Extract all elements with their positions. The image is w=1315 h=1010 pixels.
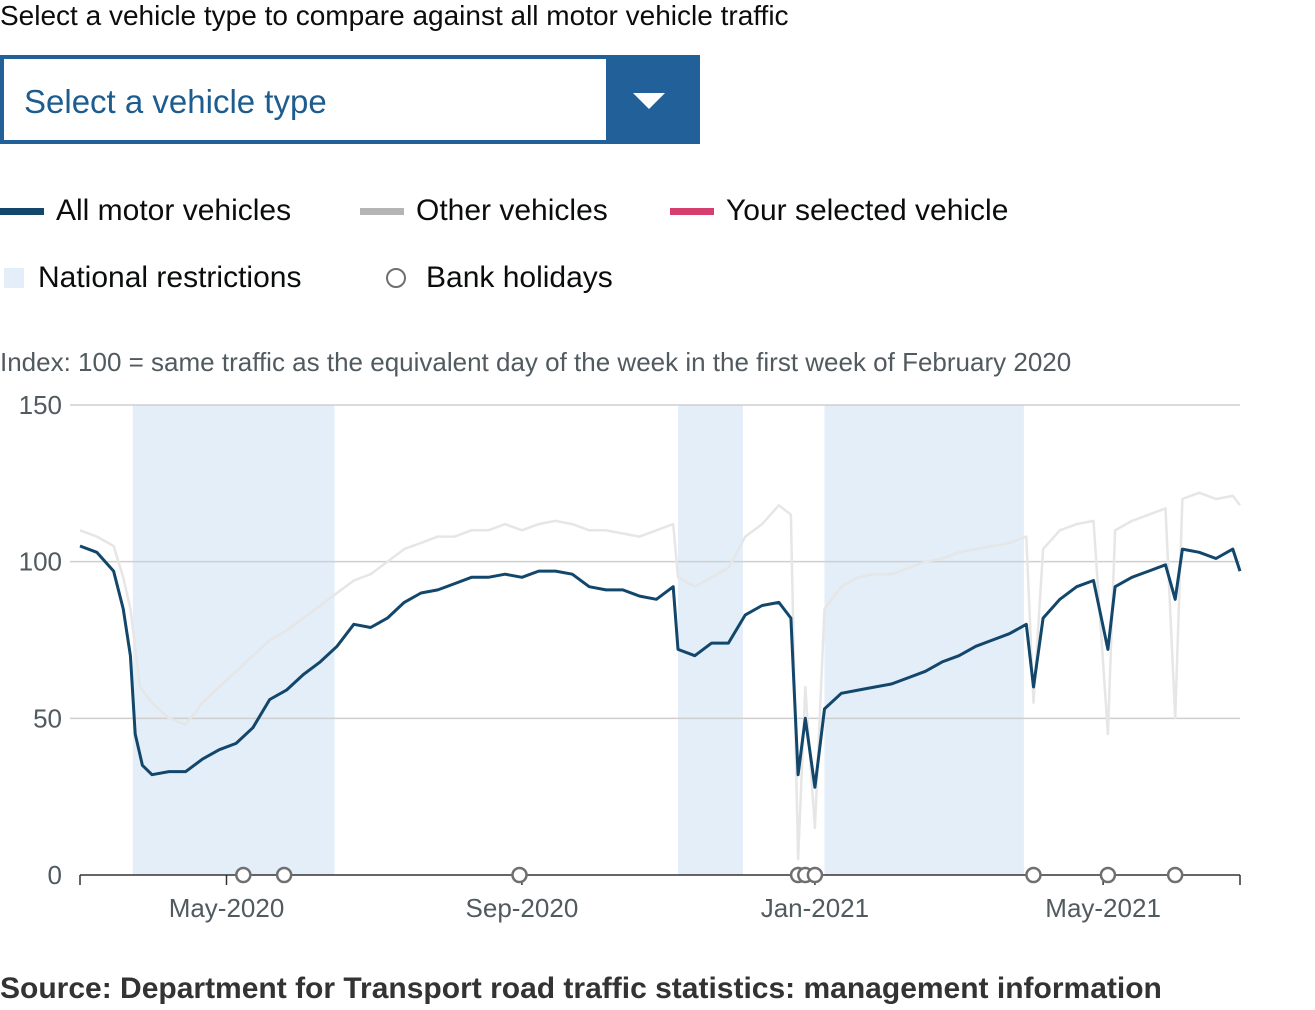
bank-holiday-marker-1 bbox=[235, 866, 252, 884]
bank-holiday-marker-7 bbox=[1025, 866, 1042, 884]
restriction-band-2 bbox=[678, 405, 743, 875]
legend-label: Your selected vehicle bbox=[726, 194, 1009, 227]
bank-holiday-marker-2 bbox=[275, 866, 293, 884]
line-swatch-icon bbox=[0, 207, 44, 215]
bank-holiday-marker-9 bbox=[1166, 866, 1184, 884]
dropdown-button[interactable] bbox=[606, 59, 696, 140]
source-note: Source: Department for Transport road tr… bbox=[0, 972, 1162, 1005]
x-tick-label-Jan-2021: Jan-2021 bbox=[761, 893, 869, 923]
circle-marker-icon bbox=[386, 268, 406, 288]
legend-item-selected-vehicle[interactable]: Your selected vehicle bbox=[670, 193, 1008, 229]
bank-holiday-marker-6 bbox=[806, 866, 824, 884]
x-tick-label-May-2021: May-2021 bbox=[1045, 893, 1161, 923]
vehicle-type-select[interactable]: Select a vehicle type bbox=[0, 55, 700, 144]
legend-label: All motor vehicles bbox=[56, 194, 292, 227]
x-tick-label-Sep-2020: Sep-2020 bbox=[466, 893, 579, 923]
line-swatch-icon bbox=[670, 207, 714, 215]
y-axis-title: Index: 100 = same traffic as the equival… bbox=[0, 347, 1072, 377]
legend-item-other-vehicles[interactable]: Other vehicles bbox=[360, 193, 608, 229]
restriction-band-1 bbox=[132, 405, 335, 875]
line-swatch-icon bbox=[360, 207, 404, 215]
series-line-all-motor-vehicles bbox=[79, 544, 1242, 789]
series-line-other-vehicles bbox=[79, 491, 1241, 861]
x-tick-label-May-2020: May-2020 bbox=[169, 893, 285, 923]
shaded-box-icon bbox=[4, 268, 24, 288]
y-tick-label-100: 100 bbox=[19, 547, 62, 577]
legend-label: National restrictions bbox=[38, 261, 302, 294]
y-tick-label-150: 150 bbox=[19, 390, 62, 420]
traffic-index-chart: 0 50 100 150 May-2020 Sep-2020 Jan-2021 May-202… bbox=[19, 390, 1242, 923]
y-tick-label-50: 50 bbox=[33, 703, 62, 733]
bank-holiday-marker-8 bbox=[1099, 866, 1117, 884]
legend-label: Bank holidays bbox=[426, 261, 613, 294]
legend-item-national-restrictions: National restrictions bbox=[0, 260, 301, 296]
legend-item-all-motor-vehicles[interactable]: All motor vehicles bbox=[0, 193, 291, 229]
legend-label: Other vehicles bbox=[416, 194, 608, 227]
legend-item-bank-holidays: Bank holidays bbox=[382, 260, 613, 296]
vehicle-select-prompt: Select a vehicle type to compare against… bbox=[0, 0, 789, 31]
y-tick-label-0: 0 bbox=[48, 860, 62, 890]
bank-holiday-marker-3 bbox=[511, 866, 528, 884]
vehicle-type-select-value: Select a vehicle type bbox=[24, 83, 327, 120]
chevron-down-icon bbox=[633, 93, 665, 109]
